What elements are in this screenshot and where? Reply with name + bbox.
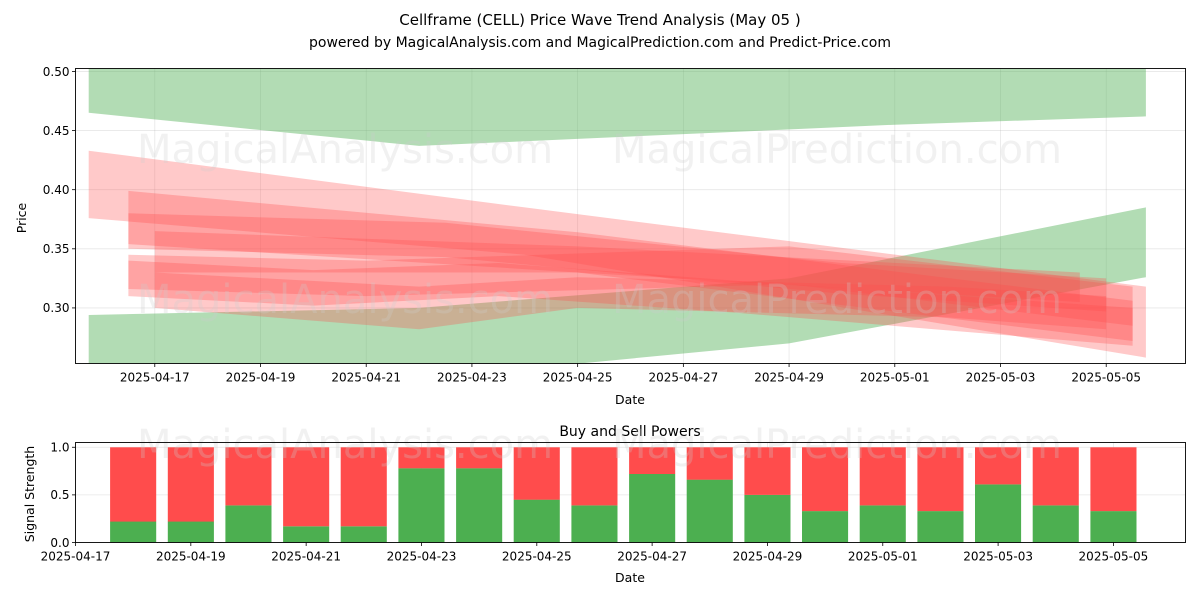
buy-power-bar	[283, 526, 330, 543]
buy-power-bar	[629, 473, 676, 543]
buy-sell-x-tick-label: 2025-04-29	[733, 550, 803, 564]
buy-power-bar	[917, 511, 964, 543]
price-x-axis-label: Date	[615, 392, 645, 407]
red-wave-band-5	[128, 246, 1133, 326]
buy-sell-x-tick-label: 2025-05-03	[963, 550, 1033, 564]
price-y-tick-label: 0.30	[43, 301, 70, 315]
buy-power-bar	[398, 468, 445, 543]
buy-sell-y-tick-label: 0.0	[50, 536, 69, 550]
watermark-left: MagicalAnalysis.com	[137, 127, 553, 173]
sell-power-bar	[167, 447, 214, 522]
price-wave-bands	[88, 68, 1146, 364]
chart-subtitle: powered by MagicalAnalysis.com and Magic…	[309, 35, 891, 51]
watermark-right: MagicalPrediction.com	[612, 127, 1062, 173]
price-x-tick-label: 2025-04-21	[331, 371, 401, 385]
price-wave-chart: MagicalAnalysis.com MagicalPrediction.co…	[14, 65, 1186, 407]
buy-power-bar	[802, 511, 849, 543]
buy-power-bar	[859, 505, 906, 543]
buy-power-bar	[571, 505, 618, 543]
buy-sell-frame	[75, 442, 1186, 543]
sell-power-bar	[225, 447, 272, 506]
price-chart-frame	[75, 68, 1186, 364]
sell-power-bar	[686, 447, 733, 480]
price-x-tick-label: 2025-05-03	[966, 371, 1036, 385]
price-x-tick-label: 2025-05-05	[1071, 371, 1141, 385]
price-y-tick-label: 0.45	[43, 124, 70, 138]
sell-power-bar	[917, 447, 964, 512]
buy-sell-x-tick-label: 2025-04-19	[156, 550, 226, 564]
sell-power-bar	[283, 447, 330, 527]
sell-power-bar	[398, 447, 445, 469]
watermark-right-lower: MagicalPrediction.com	[612, 277, 1062, 323]
buy-power-bar	[975, 484, 1022, 543]
price-x-tick-label: 2025-04-17	[120, 371, 190, 385]
buy-power-bar	[513, 499, 560, 543]
buy-sell-x-tick-label: 2025-04-21	[271, 550, 341, 564]
buy-power-bar	[456, 468, 503, 543]
sell-power-bar	[629, 447, 676, 474]
buy-power-bar	[225, 505, 272, 543]
sell-power-bar	[1090, 447, 1137, 512]
buy-power-bar	[744, 494, 791, 543]
buy-power-bar	[686, 479, 733, 543]
buy-sell-y-tick-label: 1.0	[50, 441, 69, 455]
green-wave-band-0	[88, 68, 1146, 146]
price-x-tick-label: 2025-04-19	[226, 371, 296, 385]
buy-sell-y-tick-label: 0.5	[50, 488, 69, 502]
buy-sell-x-tick-label: 2025-04-25	[502, 550, 572, 564]
sell-power-bar	[975, 447, 1022, 485]
price-x-tick-label: 2025-04-25	[543, 371, 613, 385]
buy-sell-title: Buy and Sell Powers	[559, 424, 700, 440]
sell-power-bar	[340, 447, 387, 527]
buy-sell-x-axis-label: Date	[615, 570, 645, 585]
buy-power-bar	[340, 526, 387, 543]
sell-power-bar	[859, 447, 906, 506]
sell-power-bar	[456, 447, 503, 469]
buy-power-bar	[1090, 511, 1137, 543]
sell-power-bar	[744, 447, 791, 495]
price-chart-axes: 0.30 0.35 0.40 0.45 0.50 2025-04-17 2025-04-19…	[43, 65, 1141, 385]
price-y-tick-label: 0.50	[43, 65, 70, 79]
price-y-tick-label: 0.40	[43, 183, 70, 197]
price-x-tick-label: 2025-04-27	[648, 371, 718, 385]
sell-power-bar	[571, 447, 618, 506]
buy-power-bar	[167, 521, 214, 543]
watermark-right-bottom: MagicalPrediction.com	[612, 422, 1062, 468]
watermark-left-bottom: MagicalAnalysis.com	[137, 422, 553, 468]
buy-sell-x-tick-label: 2025-05-05	[1079, 550, 1149, 564]
buy-sell-x-tick-label: 2025-04-23	[387, 550, 457, 564]
buy-sell-bars	[110, 447, 1137, 543]
buy-sell-chart: Buy and Sell Powers MagicalAnalysis.com …	[22, 422, 1186, 585]
buy-sell-x-tick-label: 2025-05-01	[848, 550, 918, 564]
red-wave-band-7	[154, 272, 1107, 330]
buy-sell-axes: 0.0 0.5 1.0 2025-04-17 2025-04-19 2025-04-21 2…	[41, 441, 1149, 564]
price-x-tick-label: 2025-04-29	[754, 371, 824, 385]
price-x-tick-label: 2025-05-01	[860, 371, 930, 385]
buy-sell-x-tick-label: 2025-04-17	[41, 550, 111, 564]
price-x-tick-label: 2025-04-23	[437, 371, 507, 385]
buy-sell-y-axis-label: Signal Strength	[22, 446, 37, 542]
buy-power-bar	[1032, 505, 1079, 543]
sell-power-bar	[110, 447, 157, 522]
sell-power-bar	[802, 447, 849, 512]
sell-power-bar	[1032, 447, 1079, 506]
sell-power-bar	[513, 447, 560, 500]
red-wave-band-4	[128, 213, 1107, 312]
red-wave-band-6	[128, 260, 1133, 346]
price-y-tick-label: 0.35	[43, 242, 70, 256]
buy-power-bar	[110, 521, 157, 543]
red-wave-band-3	[128, 190, 1133, 341]
green-wave-band-1	[88, 207, 1146, 364]
red-wave-band-2	[88, 150, 1146, 358]
price-y-axis-label: Price	[14, 202, 29, 233]
buy-sell-x-tick-label: 2025-04-27	[617, 550, 687, 564]
watermark-left-lower: MagicalAnalysis.com	[137, 277, 553, 323]
red-wave-band-8	[154, 231, 1080, 302]
chart-title: Cellframe (CELL) Price Wave Trend Analys…	[399, 11, 800, 29]
price-chart-grid	[75, 68, 1186, 364]
